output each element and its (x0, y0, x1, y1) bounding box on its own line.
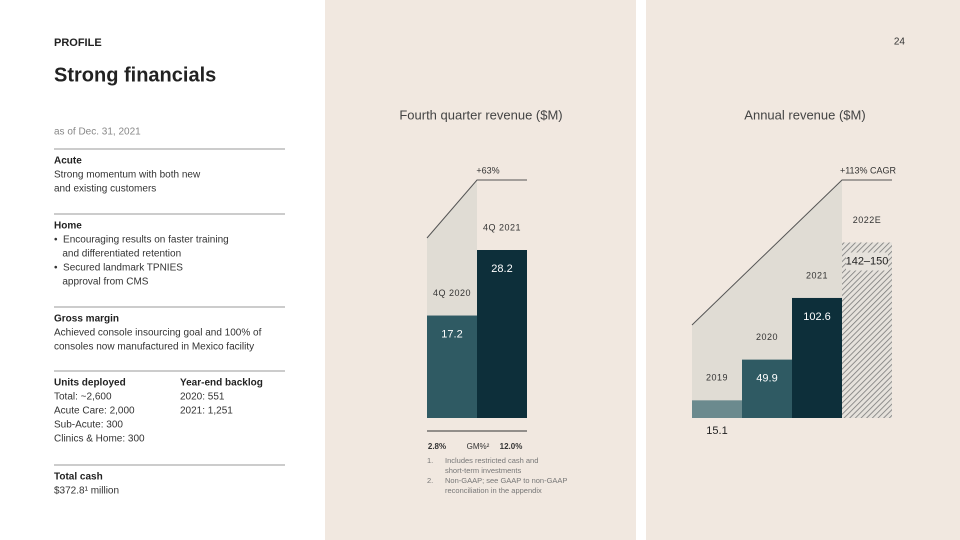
value-label: 102.6 (803, 311, 831, 323)
section-text: • Secured landmark TPNIES (54, 263, 183, 274)
category-label: 2021 (806, 270, 828, 280)
as-of: as of Dec. 31, 2021 (54, 127, 141, 138)
chart-title: Fourth quarter revenue ($M) (399, 107, 562, 122)
footnote-text: short-term investments (445, 466, 522, 475)
category-label: 4Q 2021 (483, 222, 521, 232)
section-text: 2021: 1,251 (180, 406, 233, 417)
section-heading: Acute (54, 156, 82, 167)
section-heading: Units deployed (54, 378, 126, 389)
section-text: and existing customers (54, 184, 156, 195)
growth-line (426, 179, 527, 239)
page-number: 24 (894, 37, 906, 48)
section-text: Total: ~2,600 (54, 392, 112, 403)
category-label: 4Q 2020 (433, 288, 471, 298)
footnote-text: reconciliation in the appendix (445, 486, 542, 495)
section-text: Acute Care: 2,000 (54, 406, 135, 417)
value-label: 28.2 (491, 263, 512, 275)
value-label: 142–150 (846, 255, 889, 267)
section-text: Clinics & Home: 300 (54, 434, 145, 445)
bar (692, 400, 742, 418)
growth-line (691, 179, 892, 326)
value-label: 49.9 (756, 373, 777, 385)
bar (477, 250, 527, 418)
gm-title: GM%² (467, 442, 490, 451)
title: Strong financials (54, 64, 216, 86)
section-heading: Total cash (54, 472, 103, 483)
section-text: and differentiated retention (54, 249, 181, 260)
bar (792, 297, 842, 418)
section-heading: Gross margin (54, 314, 119, 325)
footnote-text: Non-GAAP; see GAAP to non-GAAP (445, 476, 567, 485)
section-text: approval from CMS (54, 277, 149, 288)
eyebrow: PROFILE (54, 37, 102, 49)
category-label: 2020 (756, 332, 778, 342)
section-text: • Encouraging results on faster training (54, 235, 229, 246)
footnote-text: Includes restricted cash and (445, 456, 538, 465)
growth-annotation: +63% (476, 165, 499, 175)
category-label: 2019 (706, 373, 728, 383)
gm-label: 2.8% (428, 442, 446, 451)
growth-annotation: +113% CAGR (840, 165, 897, 175)
bar (742, 359, 792, 418)
category-label: 2022E (853, 215, 882, 225)
bar (842, 242, 892, 418)
section-text: 2020: 551 (180, 392, 225, 403)
footnote-number: 1. (427, 456, 433, 465)
bar (427, 315, 477, 418)
footnote-number: 2. (427, 476, 433, 485)
label-bg (846, 252, 888, 271)
section-text: Achieved console insourcing goal and 100… (54, 328, 262, 339)
section-text: Strong momentum with both new (54, 170, 201, 181)
value-label: 15.1 (706, 425, 727, 437)
section-text: Sub-Acute: 300 (54, 420, 123, 431)
value-label: 17.2 (441, 328, 462, 340)
gm-label: 12.0% (500, 442, 523, 451)
section-heading: Home (54, 221, 82, 232)
section-heading: Year-end backlog (180, 378, 263, 389)
section-text: $372.8¹ million (54, 486, 119, 497)
chart-title: Annual revenue ($M) (744, 107, 865, 122)
section-text: consoles now manufactured in Mexico faci… (54, 342, 254, 353)
